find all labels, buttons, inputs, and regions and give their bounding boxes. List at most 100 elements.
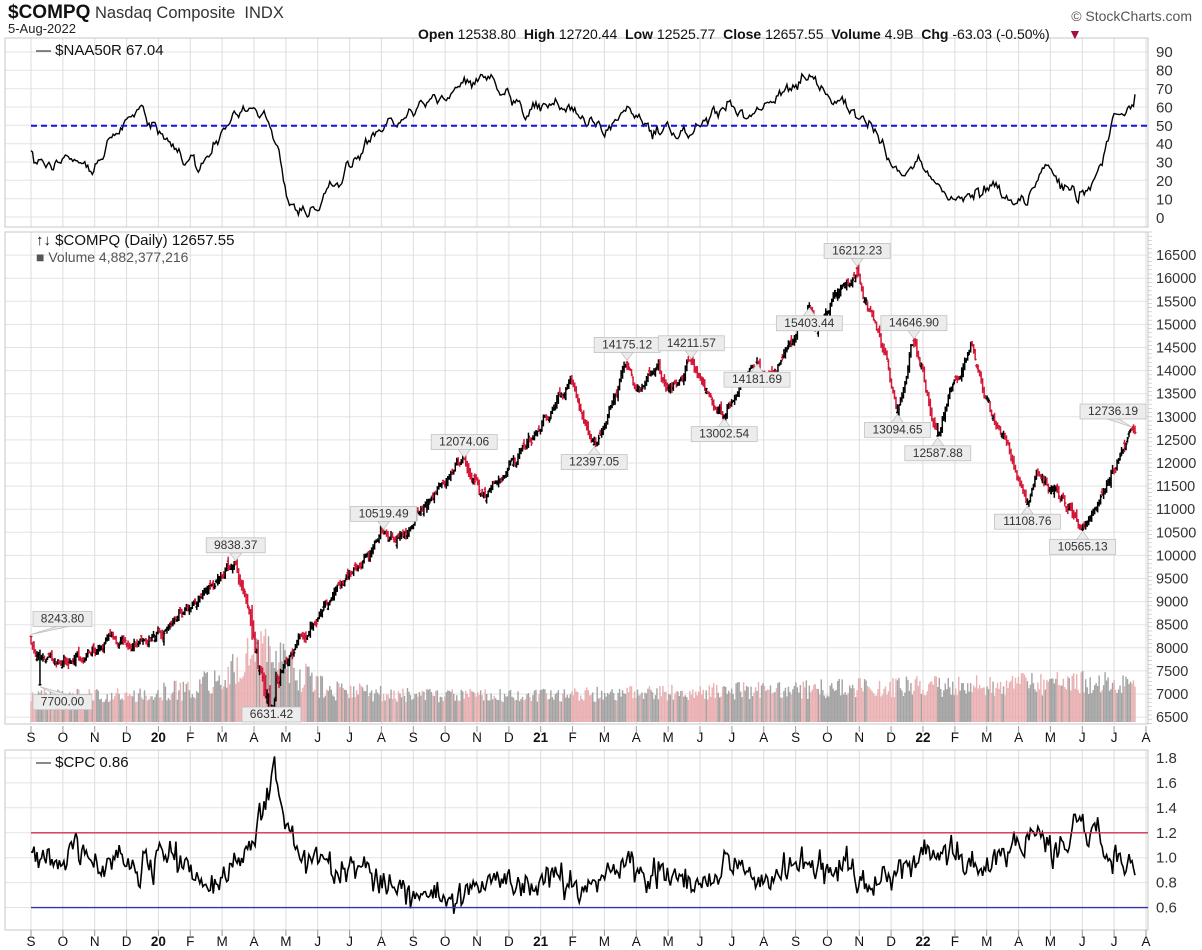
svg-text:A: A xyxy=(759,730,768,745)
svg-text:22: 22 xyxy=(915,934,930,949)
svg-text:10: 10 xyxy=(1156,192,1173,209)
svg-text:0: 0 xyxy=(1156,210,1164,227)
svg-text:A: A xyxy=(1141,934,1150,949)
svg-text:D: D xyxy=(886,934,896,949)
svg-text:16000: 16000 xyxy=(1156,271,1196,287)
svg-text:1.4: 1.4 xyxy=(1156,800,1177,817)
svg-text:16212.23: 16212.23 xyxy=(832,243,882,257)
svg-text:9000: 9000 xyxy=(1156,595,1188,611)
svg-text:0.6: 0.6 xyxy=(1156,900,1177,917)
svg-text:14646.90: 14646.90 xyxy=(889,316,939,330)
svg-text:A: A xyxy=(377,730,386,745)
svg-text:A: A xyxy=(377,934,386,949)
svg-text:13500: 13500 xyxy=(1156,387,1196,403)
svg-text:A: A xyxy=(1141,730,1150,745)
svg-text:J: J xyxy=(729,730,736,745)
svg-text:11500: 11500 xyxy=(1156,479,1195,495)
svg-text:12000: 12000 xyxy=(1156,456,1196,472)
svg-text:M: M xyxy=(662,730,673,745)
svg-text:A: A xyxy=(632,730,641,745)
svg-text:11000: 11000 xyxy=(1156,502,1195,518)
svg-text:N: N xyxy=(854,934,864,949)
svg-text:S: S xyxy=(409,730,418,745)
svg-text:D: D xyxy=(122,730,132,745)
svg-text:A: A xyxy=(1014,934,1023,949)
svg-text:11108.76: 11108.76 xyxy=(1003,514,1052,528)
svg-text:M: M xyxy=(662,934,673,949)
svg-text:M: M xyxy=(216,730,227,745)
svg-text:30: 30 xyxy=(1156,155,1173,172)
svg-text:12397.05: 12397.05 xyxy=(569,455,619,469)
svg-text:N: N xyxy=(472,934,482,949)
svg-text:12074.06: 12074.06 xyxy=(439,435,489,449)
svg-text:16500: 16500 xyxy=(1156,248,1196,264)
svg-text:M: M xyxy=(981,730,992,745)
svg-text:S: S xyxy=(26,934,35,949)
svg-text:0.8: 0.8 xyxy=(1156,875,1177,892)
svg-text:F: F xyxy=(951,934,959,949)
svg-text:8243.80: 8243.80 xyxy=(41,612,85,626)
svg-text:M: M xyxy=(599,934,610,949)
svg-text:8000: 8000 xyxy=(1156,641,1188,657)
svg-text:D: D xyxy=(504,730,514,745)
svg-text:8500: 8500 xyxy=(1156,618,1188,634)
svg-text:M: M xyxy=(981,934,992,949)
svg-text:J: J xyxy=(314,730,321,745)
svg-text:20: 20 xyxy=(1156,173,1173,190)
svg-text:A: A xyxy=(632,934,641,949)
svg-text:7500: 7500 xyxy=(1156,664,1188,680)
svg-text:14500: 14500 xyxy=(1156,341,1196,357)
svg-text:O: O xyxy=(440,934,451,949)
svg-text:N: N xyxy=(90,934,100,949)
svg-text:O: O xyxy=(58,730,69,745)
svg-text:M: M xyxy=(1045,934,1056,949)
svg-text:80: 80 xyxy=(1156,62,1173,79)
svg-text:14175.12: 14175.12 xyxy=(602,338,652,352)
svg-text:J: J xyxy=(1079,730,1086,745)
svg-text:21: 21 xyxy=(533,934,549,949)
svg-text:N: N xyxy=(90,730,100,745)
svg-text:M: M xyxy=(599,730,610,745)
svg-text:10519.49: 10519.49 xyxy=(359,506,409,520)
svg-text:A: A xyxy=(1014,730,1023,745)
svg-text:15000: 15000 xyxy=(1156,317,1196,333)
svg-text:14211.57: 14211.57 xyxy=(667,336,716,350)
svg-text:F: F xyxy=(186,934,194,949)
svg-text:13094.65: 13094.65 xyxy=(872,422,922,436)
svg-text:15500: 15500 xyxy=(1156,294,1196,310)
svg-text:M: M xyxy=(1045,730,1056,745)
svg-text:J: J xyxy=(1111,730,1118,745)
svg-text:O: O xyxy=(440,730,451,745)
svg-text:12736.19: 12736.19 xyxy=(1088,404,1138,418)
svg-text:6631.42: 6631.42 xyxy=(250,707,294,721)
svg-text:F: F xyxy=(186,730,194,745)
svg-text:F: F xyxy=(568,730,576,745)
svg-text:N: N xyxy=(854,730,864,745)
svg-text:M: M xyxy=(280,934,291,949)
svg-text:J: J xyxy=(697,730,704,745)
svg-text:20: 20 xyxy=(151,934,166,949)
svg-text:F: F xyxy=(568,934,576,949)
svg-text:J: J xyxy=(697,934,704,949)
svg-text:M: M xyxy=(216,934,227,949)
svg-text:6500: 6500 xyxy=(1156,710,1188,726)
svg-text:60: 60 xyxy=(1156,99,1173,116)
svg-text:D: D xyxy=(504,934,514,949)
svg-text:90: 90 xyxy=(1156,44,1173,61)
svg-text:1.2: 1.2 xyxy=(1156,825,1177,842)
svg-text:S: S xyxy=(26,730,35,745)
svg-text:70: 70 xyxy=(1156,81,1173,98)
svg-text:1.6: 1.6 xyxy=(1156,775,1177,792)
svg-text:20: 20 xyxy=(151,730,166,745)
svg-text:F: F xyxy=(951,730,959,745)
svg-text:J: J xyxy=(1111,934,1118,949)
svg-text:1.8: 1.8 xyxy=(1156,750,1177,767)
svg-text:O: O xyxy=(822,730,833,745)
svg-text:S: S xyxy=(409,934,418,949)
svg-text:J: J xyxy=(346,730,353,745)
svg-text:13000: 13000 xyxy=(1156,410,1196,426)
svg-text:1.0: 1.0 xyxy=(1156,850,1177,867)
svg-text:S: S xyxy=(791,730,800,745)
svg-text:9500: 9500 xyxy=(1156,572,1188,588)
svg-text:M: M xyxy=(280,730,291,745)
